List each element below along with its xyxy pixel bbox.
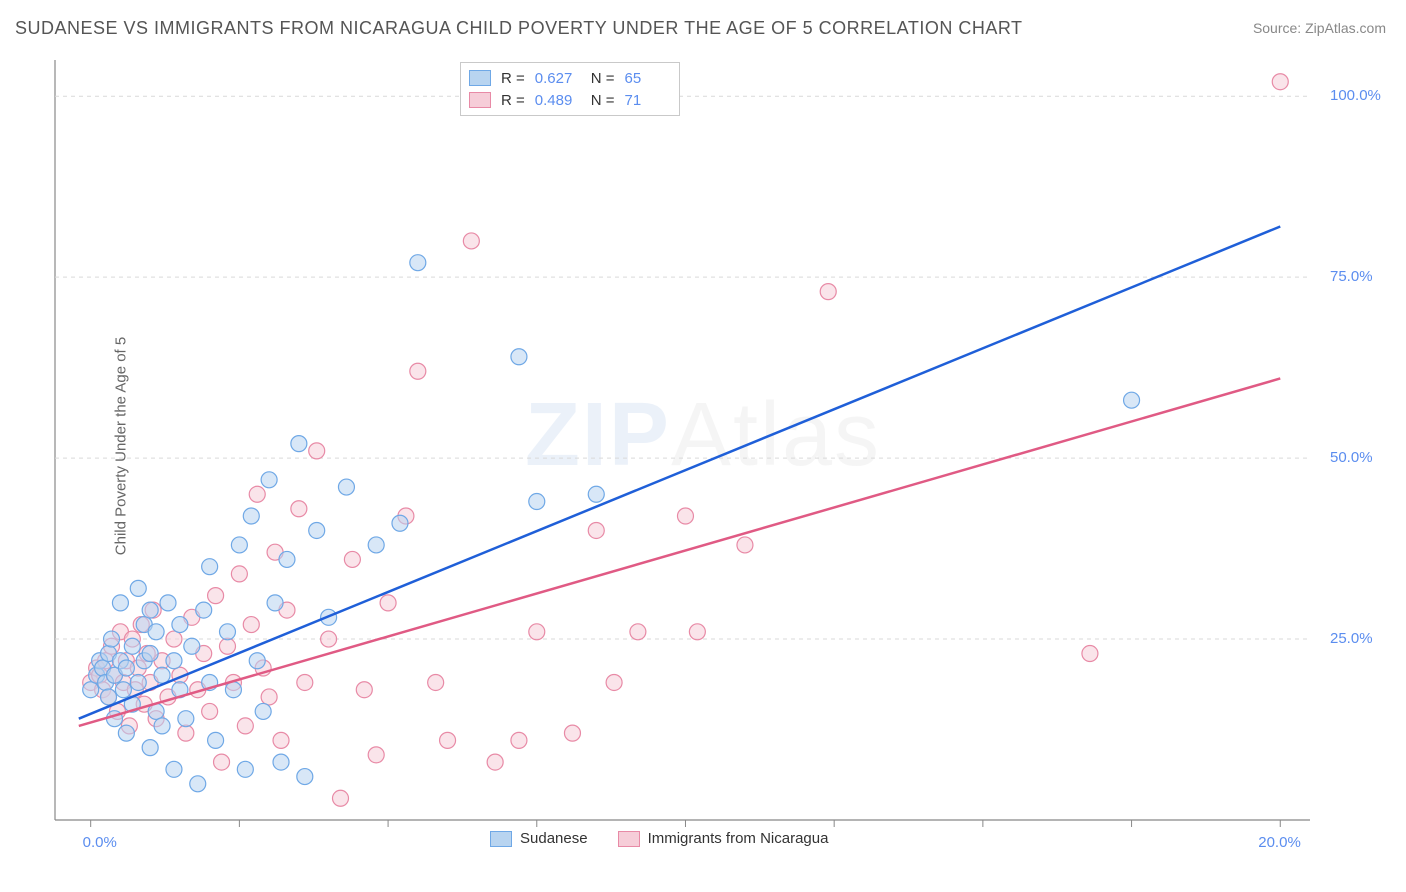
legend-swatch bbox=[618, 831, 640, 847]
legend-swatch bbox=[490, 831, 512, 847]
y-tick-label: 50.0% bbox=[1330, 449, 1373, 466]
x-tick-label: 20.0% bbox=[1258, 834, 1301, 851]
series-name: Immigrants from Nicaragua bbox=[648, 830, 829, 847]
correlation-legend: R = 0.627 N = 65 R = 0.489 N = 71 bbox=[460, 62, 680, 116]
x-tick-label: 0.0% bbox=[83, 834, 117, 851]
series-name: Sudanese bbox=[520, 830, 588, 847]
legend-row: R = 0.489 N = 71 bbox=[469, 89, 671, 111]
series-legend-item: Immigrants from Nicaragua bbox=[618, 830, 829, 847]
legend-swatch bbox=[469, 70, 491, 86]
legend-swatch bbox=[469, 92, 491, 108]
legend-n-label: N = bbox=[591, 70, 615, 87]
legend-row: R = 0.627 N = 65 bbox=[469, 67, 671, 89]
legend-r-label: R = bbox=[501, 70, 525, 87]
y-tick-label: 25.0% bbox=[1330, 630, 1373, 647]
legend-n-value: 71 bbox=[625, 92, 671, 109]
legend-n-label: N = bbox=[591, 92, 615, 109]
legend-r-label: R = bbox=[501, 92, 525, 109]
series-legend-item: Sudanese bbox=[490, 830, 588, 847]
legend-r-value: 0.489 bbox=[535, 92, 581, 109]
series-legend: Sudanese Immigrants from Nicaragua bbox=[490, 830, 828, 847]
legend-n-value: 65 bbox=[625, 70, 671, 87]
y-tick-label: 100.0% bbox=[1330, 87, 1381, 104]
y-tick-label: 75.0% bbox=[1330, 268, 1373, 285]
chart-area bbox=[0, 0, 1406, 892]
chart-svg bbox=[0, 0, 1406, 892]
legend-r-value: 0.627 bbox=[535, 70, 581, 87]
